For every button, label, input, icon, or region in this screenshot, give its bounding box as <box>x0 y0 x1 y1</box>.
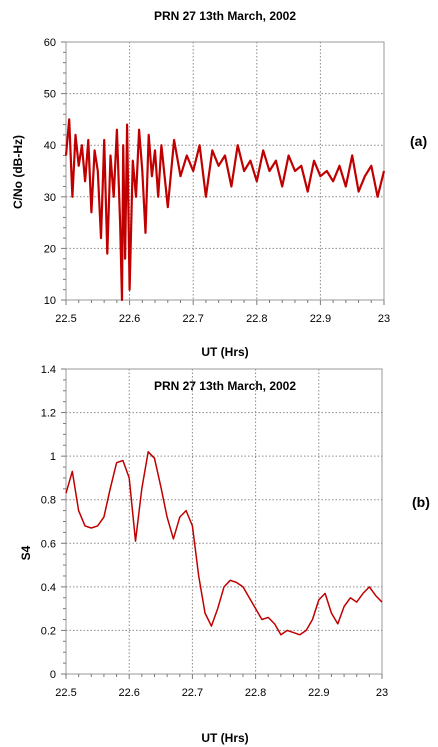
chart-b-ytick-label: 0.6 <box>41 538 56 550</box>
chart-a-xlabel: UT (Hrs) <box>201 345 248 359</box>
chart-b-panel-label: (b) <box>412 494 430 510</box>
chart-b-xlabel: UT (Hrs) <box>201 731 248 745</box>
chart-a-panel-label: (a) <box>410 133 427 149</box>
chart-b-xtick-label: 22.7 <box>182 687 203 699</box>
chart-b-ytick-label: 0.4 <box>41 582 56 594</box>
chart-b-ytick-label: 1 <box>50 451 56 463</box>
chart-b-gridlines <box>66 369 382 674</box>
chart-b-xtick-label: 23 <box>376 687 388 699</box>
chart-b-title: PRN 27 13th March, 2002 <box>154 379 296 393</box>
chart-a-ytick-label: 40 <box>44 140 56 152</box>
chart-a-ytick-label: 20 <box>44 243 56 255</box>
chart-a-xtick-label: 22.8 <box>246 313 267 325</box>
chart-a-ytick-label: 30 <box>44 192 56 204</box>
chart-b-xtick-label: 22.9 <box>308 687 329 699</box>
chart-a-xtick-label: 23 <box>378 313 390 325</box>
chart-panel-b: PRN 27 13th March, 2002 (b) UT (Hrs) S4 … <box>19 364 430 745</box>
chart-b-ticks: 22.5 22.6 22.7 22.8 22.9 23 0 0.2 0.4 0.6 0.8 1 1.2 1… <box>41 364 388 699</box>
chart-b-plot-frame <box>65 368 383 675</box>
chart-a-ytick-label: 10 <box>44 295 56 307</box>
chart-b-ytick-label: 0.2 <box>41 625 56 637</box>
chart-b-series-line <box>65 451 383 636</box>
chart-b-series <box>65 451 383 636</box>
chart-a-series <box>64 118 386 302</box>
chart-a-title: PRN 27 13th March, 2002 <box>154 9 296 23</box>
chart-b-ytick-label: 1.4 <box>41 364 56 376</box>
chart-b-ylabel: S4 <box>19 545 33 560</box>
chart-b-ytick-label: 0.8 <box>41 495 56 507</box>
chart-b-ytick-label: 0 <box>50 669 56 681</box>
chart-a-xtick-label: 22.5 <box>55 313 76 325</box>
chart-a-xtick-label: 22.9 <box>310 313 331 325</box>
chart-a-ytick-label: 50 <box>44 89 56 101</box>
chart-panel-a: PRN 27 13th March, 2002 (a) UT (Hrs) C/N… <box>11 9 427 359</box>
chart-b-xtick-label: 22.5 <box>55 687 76 699</box>
chart-a-xtick-label: 22.6 <box>119 313 140 325</box>
chart-a-ylabel: C/No (dB-Hz) <box>11 135 25 209</box>
chart-a-ytick-label: 60 <box>44 37 56 49</box>
chart-a-series-line <box>64 118 386 302</box>
chart-b-ytick-label: 1.2 <box>41 408 56 420</box>
chart-b-xtick-label: 22.6 <box>118 687 139 699</box>
chart-a-xtick-label: 22.7 <box>182 313 203 325</box>
chart-a-ticks: 22.5 22.6 22.7 22.8 22.9 23 10 20 30 40 50 60 <box>44 37 390 325</box>
chart-b-xtick-label: 22.8 <box>245 687 266 699</box>
